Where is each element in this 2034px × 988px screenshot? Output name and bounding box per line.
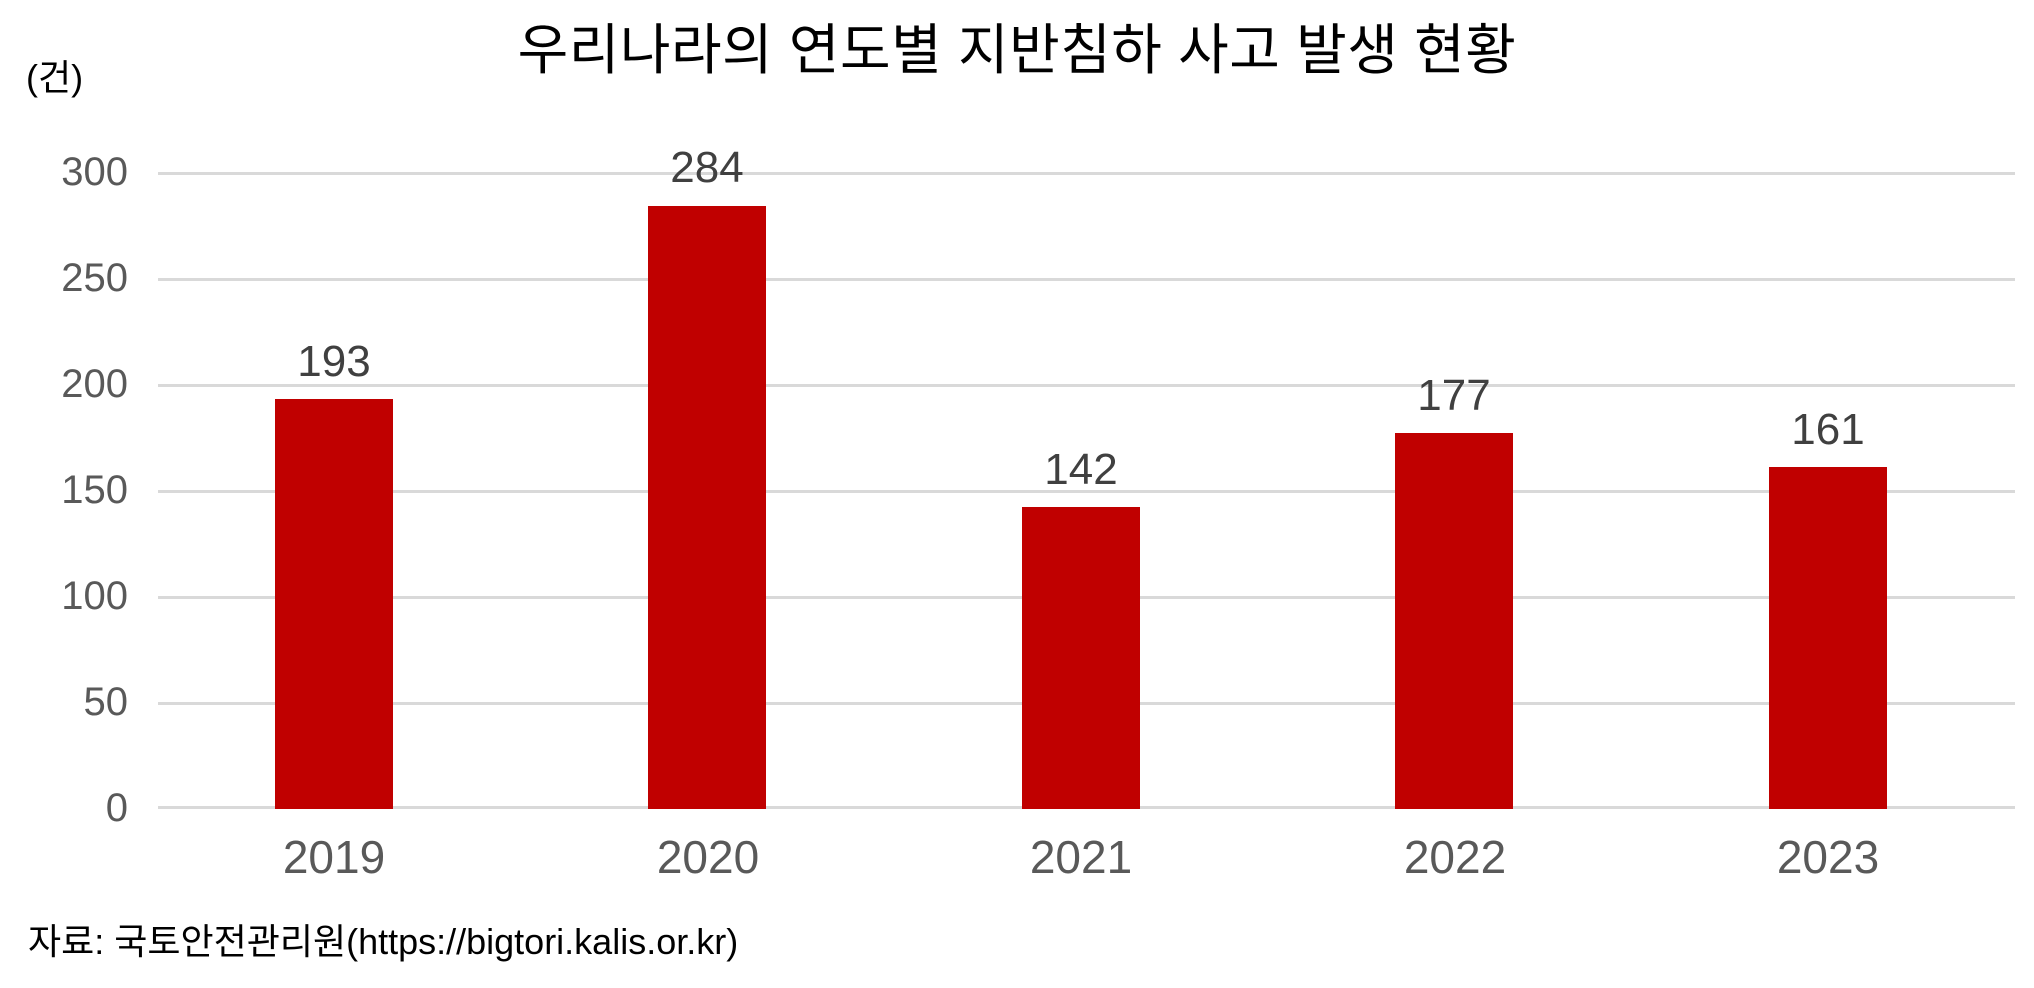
bar-2019[interactable] (275, 399, 393, 809)
y-tick-0: 0 (105, 786, 128, 830)
y-tick-200: 200 (61, 362, 128, 406)
y-axis-unit-label: (건) (26, 57, 84, 98)
y-axis-tick-labels: 300 250 200 150 100 50 0 (0, 152, 129, 828)
plot-area: 193 284 142 177 161 (158, 146, 2015, 809)
x-tick-2021: 2021 (1029, 831, 1133, 883)
bar-2021[interactable] (1022, 507, 1140, 809)
bar-value-2020: 284 (670, 143, 744, 192)
bar-value-2019: 193 (297, 337, 371, 386)
gridline-200 (158, 384, 2015, 387)
y-tick-50: 50 (83, 680, 129, 724)
bar-value-2022: 177 (1417, 371, 1491, 420)
y-tick-250: 250 (61, 256, 128, 300)
y-tick-300: 300 (61, 150, 128, 194)
x-tick-2019: 2019 (282, 831, 386, 883)
x-axis-tick-labels: 2019 2020 2021 2022 2023 (158, 828, 2015, 898)
bar-2023[interactable] (1769, 467, 1887, 809)
page-title: 우리나라의 연도별 지반침하 사고 발생 현황 (517, 19, 1517, 81)
bar-value-2023: 161 (1791, 405, 1865, 454)
y-tick-150: 150 (61, 468, 128, 512)
bar-2022[interactable] (1395, 433, 1513, 809)
gridline-300 (158, 172, 2015, 175)
bar-value-2021: 142 (1044, 445, 1118, 494)
x-tick-2023: 2023 (1776, 831, 1880, 883)
gridline-150 (158, 490, 2015, 493)
gridline-250 (158, 278, 2015, 281)
y-tick-100: 100 (61, 574, 128, 618)
source-note: 자료: 국토안전관리원(https://bigtori.kalis.or.kr) (28, 921, 739, 962)
bar-2020[interactable] (648, 206, 766, 809)
x-tick-2022: 2022 (1403, 831, 1507, 883)
x-tick-2020: 2020 (656, 831, 760, 883)
